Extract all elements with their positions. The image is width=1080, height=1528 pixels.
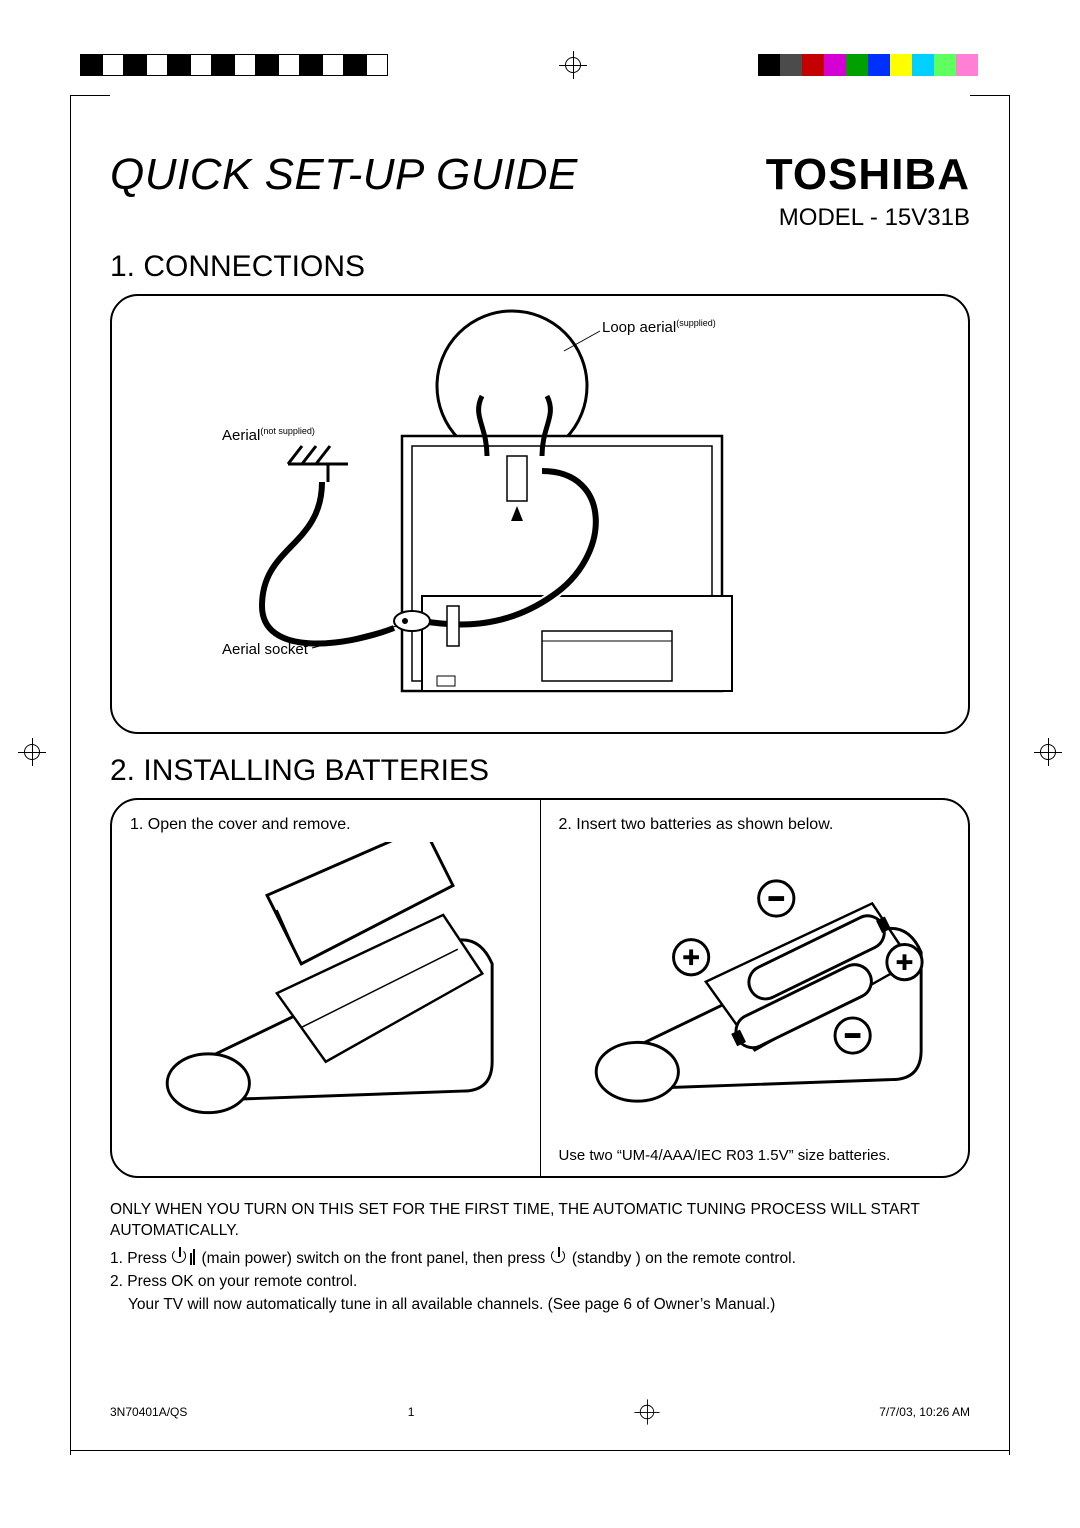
connections-panel: Loop aerial(supplied) Aerial(not supplie… (110, 294, 970, 734)
print-registration-bars (0, 50, 1080, 80)
step1-num: 1. (130, 816, 143, 833)
connections-diagram (112, 296, 968, 732)
battery-step2-text: 2. Insert two batteries as shown below. (559, 816, 951, 834)
swatch (168, 54, 190, 76)
page-footer: 3N70401A/QS 1 7/7/03, 10:26 AM (110, 1400, 970, 1424)
crosshair-bottom (636, 1401, 658, 1423)
swatch (322, 54, 344, 76)
swatch (802, 54, 824, 76)
auto-step1c: (standby ) on the remote control. (572, 1250, 796, 1267)
doc-title: QUICK SET-UP GUIDE (110, 150, 578, 200)
swatch (102, 54, 124, 76)
swatch (758, 54, 780, 76)
swatch (300, 54, 322, 76)
title-row: QUICK SET-UP GUIDE TOSHIBA (110, 150, 970, 200)
battery-size-note: Use two “UM-4/AAA/IEC R03 1.5V” size bat… (559, 1147, 951, 1164)
main-power-icon (171, 1248, 189, 1266)
battery-step1-diagram (130, 842, 522, 1164)
swatch (978, 54, 1000, 76)
crosshair-top (561, 53, 585, 77)
section-heading-batteries: 2. INSTALLING BATTERIES (110, 754, 970, 788)
swatch (146, 54, 168, 76)
swatch (912, 54, 934, 76)
swatch (868, 54, 890, 76)
swatch (846, 54, 868, 76)
battery-step2-diagram (559, 842, 951, 1141)
crosshair-right (1036, 740, 1060, 764)
swatch (934, 54, 956, 76)
crop-mark (70, 1450, 1010, 1451)
step2-num: 2. (559, 816, 572, 833)
auto-step-1: 1. Press (main power) switch on the fron… (110, 1248, 970, 1270)
swatch (824, 54, 846, 76)
brand-logo-text: TOSHIBA (766, 150, 970, 200)
auto-tune-intro: ONLY WHEN YOU TURN ON THIS SET FOR THE F… (110, 1200, 970, 1242)
auto-step1b: (main power) switch on the front panel, … (202, 1250, 546, 1267)
swatch (278, 54, 300, 76)
swatch (80, 54, 102, 76)
color-swatch-strip (758, 54, 1000, 76)
auto-step1a: Press (127, 1250, 167, 1267)
crop-mark (970, 95, 1010, 96)
footer-doc-id: 3N70401A/QS (110, 1405, 187, 1419)
swatch (366, 54, 388, 76)
step2-body: Insert two batteries as shown below. (576, 816, 833, 833)
auto-step1-num: 1. (110, 1250, 123, 1267)
crosshair-left (20, 740, 44, 764)
step1-body: Open the cover and remove. (148, 816, 351, 833)
standby-icon (550, 1248, 568, 1266)
auto-tune-block: ONLY WHEN YOU TURN ON THIS SET FOR THE F… (110, 1200, 970, 1316)
swatch (256, 54, 278, 76)
swatch (956, 54, 978, 76)
page-content: QUICK SET-UP GUIDE TOSHIBA MODEL - 15V31… (110, 150, 970, 1316)
auto-step-after: Your TV will now automatically tune in a… (128, 1295, 970, 1316)
auto-step-2: 2. Press OK on your remote control. (110, 1272, 970, 1293)
swatch (344, 54, 366, 76)
footer-page-number: 1 (408, 1405, 415, 1419)
swatch (190, 54, 212, 76)
section-heading-connections: 1. CONNECTIONS (110, 250, 970, 284)
model-number: MODEL - 15V31B (110, 204, 970, 232)
auto-step2-num: 2. (110, 1273, 123, 1290)
footer-timestamp: 7/7/03, 10:26 AM (879, 1405, 970, 1419)
crop-mark (70, 95, 110, 96)
auto-step2-text: Press OK on your remote control. (127, 1273, 357, 1290)
swatch (212, 54, 234, 76)
swatch (124, 54, 146, 76)
battery-step-2: 2. Insert two batteries as shown below. (540, 800, 969, 1176)
swatch (890, 54, 912, 76)
battery-step-1: 1. Open the cover and remove. (112, 800, 540, 1176)
battery-step1-text: 1. Open the cover and remove. (130, 816, 522, 834)
bw-swatch-strip (80, 54, 388, 76)
swatch (234, 54, 256, 76)
batteries-panel: 1. Open the cover and remove. (110, 798, 970, 1178)
crop-mark (70, 95, 71, 1455)
swatch (780, 54, 802, 76)
crop-mark (1009, 95, 1010, 1455)
